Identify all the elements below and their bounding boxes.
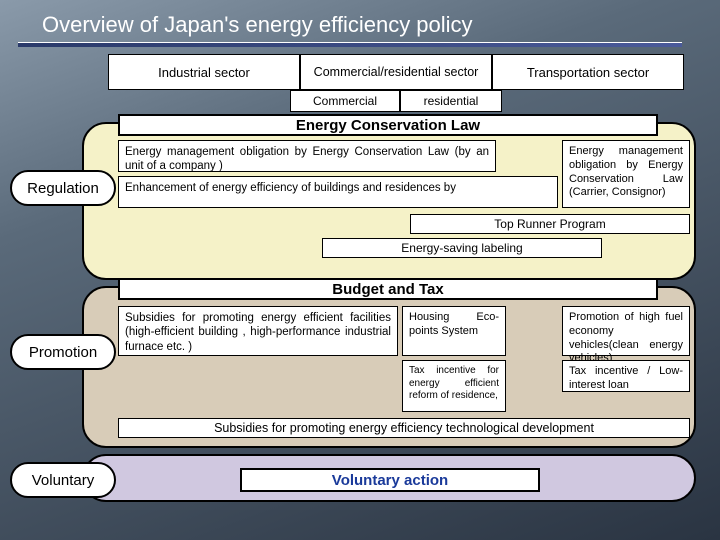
promo-subsidies: Subsidies for promoting energy efficient… <box>118 306 398 356</box>
promo-tax-loan: Tax incentive / Low-interest loan <box>562 360 690 392</box>
label-promotion: Promotion <box>10 334 116 370</box>
reg-mgmt: Energy management obligation by Energy C… <box>118 140 496 172</box>
promo-fuel: Promotion of high fuel economy vehicles(… <box>562 306 690 356</box>
page-title: Overview of Japan's energy efficiency po… <box>0 0 720 42</box>
reg-enhance: Enhancement of energy efficiency of buil… <box>118 176 558 208</box>
header-voluntary-action: Voluntary action <box>240 468 540 492</box>
sector-commercial: Commercial <box>290 90 400 112</box>
reg-toprunner: Top Runner Program <box>410 214 690 234</box>
label-voluntary: Voluntary <box>10 462 116 498</box>
sector-transport: Transportation sector <box>492 54 684 90</box>
sector-comres: Commercial/residential sector <box>300 54 492 90</box>
sector-industrial: Industrial sector <box>108 54 300 90</box>
reg-labeling: Energy-saving labeling <box>322 238 602 258</box>
header-budget: Budget and Tax <box>118 278 658 300</box>
reg-transport: Energy management obligation by Energy C… <box>562 140 690 208</box>
label-regulation: Regulation <box>10 170 116 206</box>
promo-tech: Subsidies for promoting energy efficienc… <box>118 418 690 438</box>
diagram-stage: Industrial sector Commercial/residential… <box>10 54 706 530</box>
promo-eco: Housing Eco-points System <box>402 306 506 356</box>
title-underline <box>18 42 682 47</box>
sector-residential: residential <box>400 90 502 112</box>
header-ecl: Energy Conservation Law <box>118 114 658 136</box>
promo-tax-res: Tax incentive for energy efficient refor… <box>402 360 506 412</box>
